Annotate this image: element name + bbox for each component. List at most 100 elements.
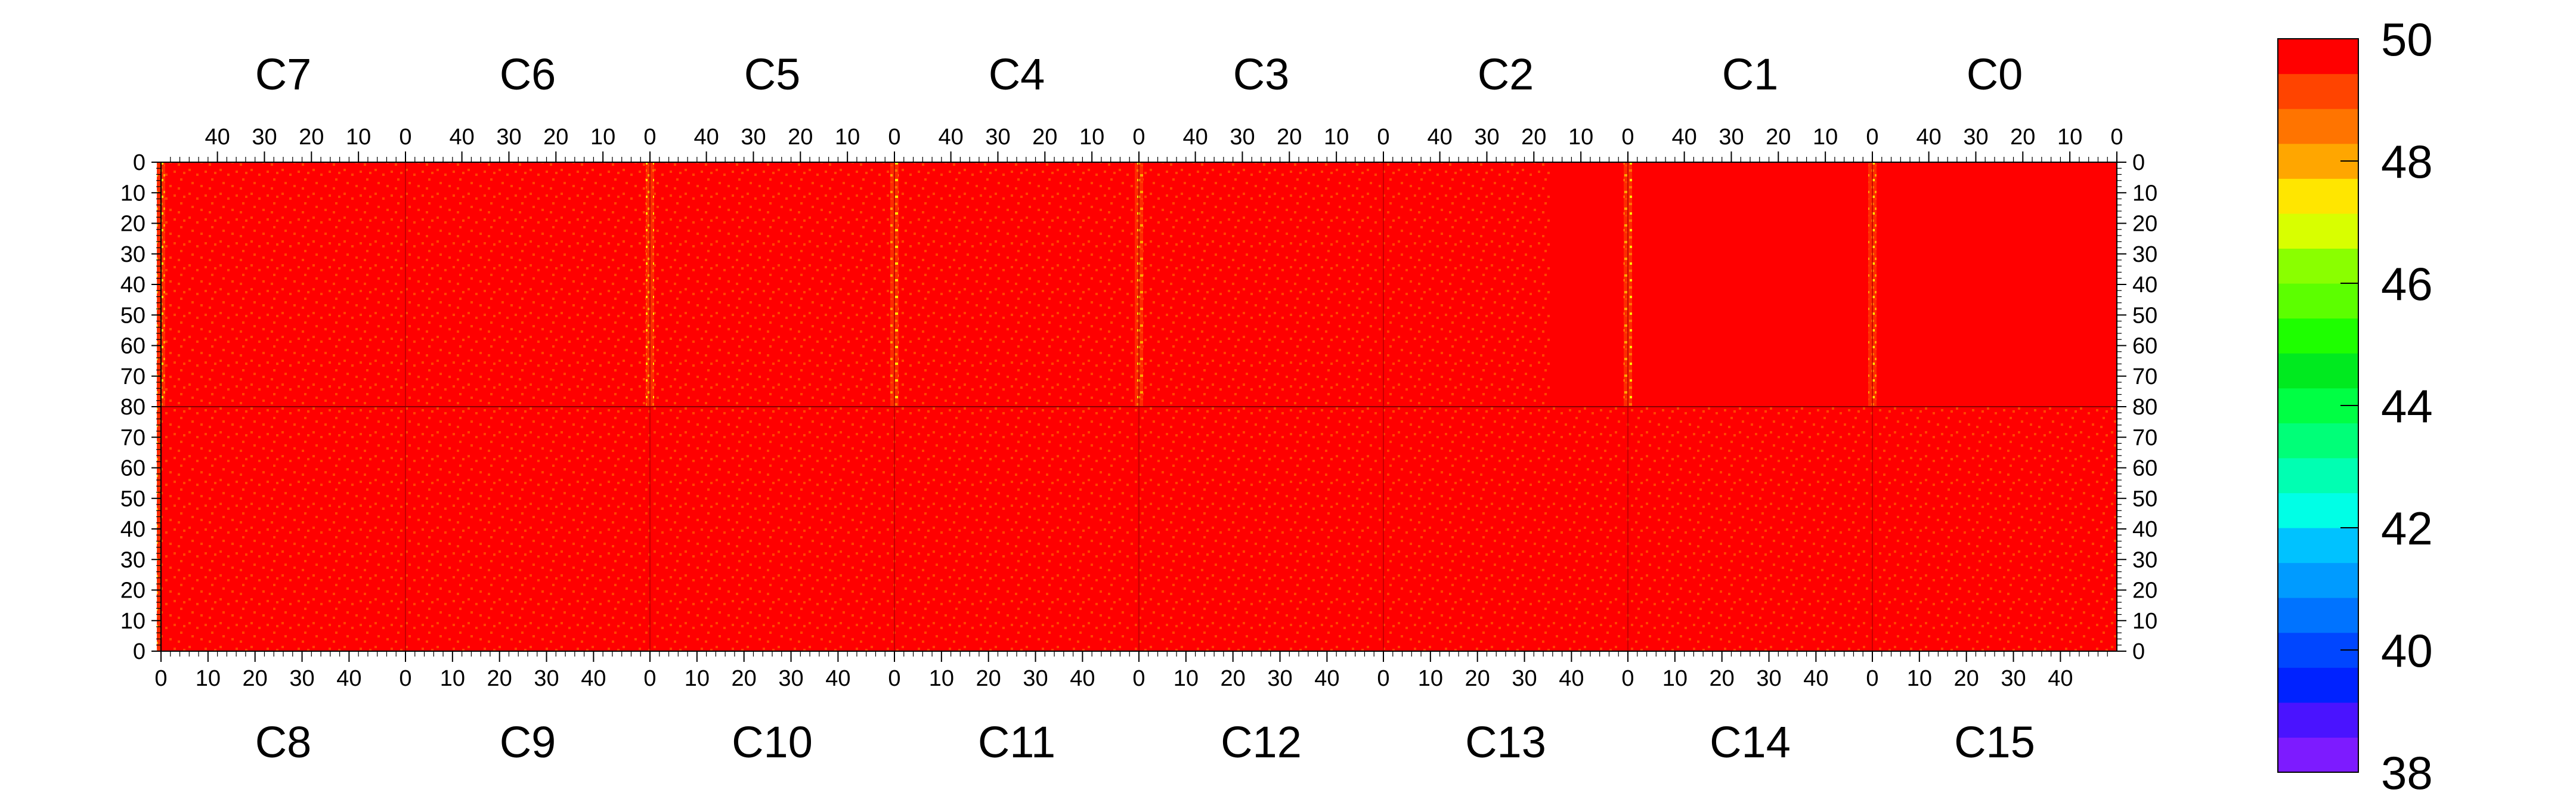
chip-label-C15: C15	[1954, 717, 2035, 767]
x-tick-label-top-5-0: 40	[1427, 125, 1452, 150]
x-tick-label-top-0-3: 10	[346, 125, 371, 150]
color-scale-segment-14	[2278, 248, 2358, 284]
y-tick-label-left-1: 10	[120, 181, 145, 206]
chip-label-C3: C3	[1233, 49, 1290, 99]
y-tick-label-right-0: 0	[2132, 150, 2145, 175]
y-tick-label-left-3: 30	[120, 242, 145, 267]
x-tick-label-bottom-2-1: 10	[685, 666, 710, 691]
chip-label-C2: C2	[1478, 49, 1534, 99]
x-tick-label-top-2-3: 10	[835, 125, 860, 150]
x-tick-label-top-3-1: 30	[985, 125, 1010, 150]
y-tick-label-right-10: 60	[2132, 456, 2157, 481]
x-tick-label-top-4-3: 10	[1324, 125, 1349, 150]
x-tick-label-top-5-3: 10	[1568, 125, 1593, 150]
chip-label-C13: C13	[1465, 717, 1546, 767]
x-tick-label-bottom-2-4: 40	[825, 666, 850, 691]
x-tick-label-bottom-5-2: 20	[1465, 666, 1490, 691]
panel-noise-C7	[161, 162, 405, 407]
color-scale-bar: 50 48 46 44 42 40 38	[2277, 13, 2433, 799]
x-tick-label-bottom-4-0: 0	[1132, 666, 1145, 691]
chip-label-C1: C1	[1722, 49, 1779, 99]
x-tick-label-top-5-1: 30	[1474, 125, 1499, 150]
x-tick-label-bottom-7-0: 0	[1866, 666, 1878, 691]
x-tick-label-bottom-0-2: 20	[243, 666, 268, 691]
x-tick-label-top-4-2: 20	[1277, 125, 1302, 150]
x-tick-label-top-1-2: 20	[543, 125, 568, 150]
x-tick-label-top-7-3: 10	[2057, 125, 2082, 150]
x-tick-label-bottom-0-0: 0	[154, 666, 167, 691]
x-tick-label-bottom-0-4: 40	[336, 666, 361, 691]
y-tick-label-right-6: 60	[2132, 334, 2157, 359]
x-tick-label-top-3-4: 0	[1132, 125, 1145, 150]
chip-label-C14: C14	[1710, 717, 1791, 767]
y-tick-label-left-9: 70	[120, 425, 145, 450]
y-tick-label-right-8: 80	[2132, 395, 2157, 420]
y-tick-label-right-14: 20	[2132, 578, 2157, 603]
chip-label-C6: C6	[500, 49, 556, 99]
bottom-row-panels	[161, 407, 2117, 651]
chip-label-C0: C0	[1967, 49, 2023, 99]
panel-noise-C10	[650, 407, 894, 651]
color-scale-segment-13	[2278, 283, 2358, 319]
x-tick-label-top-2-2: 20	[788, 125, 813, 150]
y-tick-label-left-0: 0	[133, 150, 145, 175]
color-scale-label-48: 48	[2381, 135, 2433, 188]
panel-noise-C13	[1383, 407, 1628, 651]
panel-noise-C3	[1139, 162, 1383, 407]
x-tick-label-top-0-2: 20	[299, 125, 324, 150]
panel-noise-C5	[650, 162, 894, 407]
x-tick-label-top-2-4: 0	[888, 125, 900, 150]
x-tick-label-bottom-3-2: 20	[976, 666, 1001, 691]
x-tick-label-bottom-5-0: 0	[1377, 666, 1389, 691]
x-tick-label-bottom-4-4: 40	[1314, 666, 1339, 691]
x-tick-label-bottom-0-1: 10	[196, 666, 221, 691]
x-tick-label-top-0-0: 40	[205, 125, 230, 150]
panel-noise-C11	[894, 407, 1139, 651]
color-scale-segment-5	[2278, 562, 2358, 598]
x-tick-label-bottom-6-2: 20	[1710, 666, 1735, 691]
y-tick-label-right-4: 40	[2132, 273, 2157, 298]
color-scale-segment-9	[2278, 423, 2358, 459]
color-scale-segment-15	[2278, 213, 2358, 249]
x-tick-label-top-3-0: 40	[938, 125, 963, 150]
y-tick-label-right-15: 10	[2132, 609, 2157, 634]
y-tick-label-left-16: 0	[133, 639, 145, 664]
y-tick-label-left-7: 70	[120, 364, 145, 389]
x-tick-label-top-6-1: 30	[1719, 125, 1744, 150]
x-tick-label-top-5-2: 20	[1521, 125, 1546, 150]
x-tick-label-top-2-1: 30	[741, 125, 766, 150]
x-tick-label-bottom-7-4: 40	[2048, 666, 2073, 691]
x-tick-label-bottom-7-3: 30	[2001, 666, 2026, 691]
panel-noise-C15	[1872, 407, 2117, 651]
x-tick-label-bottom-3-1: 10	[929, 666, 954, 691]
x-tick-label-bottom-3-3: 30	[1023, 666, 1048, 691]
color-scale-label-44: 44	[2381, 380, 2433, 432]
x-tick-label-bottom-4-1: 10	[1174, 666, 1199, 691]
chip-label-C11: C11	[978, 717, 1055, 767]
color-scale-segment-11	[2278, 353, 2358, 389]
color-scale-label-40: 40	[2381, 624, 2433, 677]
y-tick-label-right-16: 0	[2132, 639, 2145, 664]
x-tick-label-top-7-4: 0	[2110, 125, 2123, 150]
panel-noise-C6	[405, 162, 650, 407]
x-tick-label-top-1-0: 40	[449, 125, 474, 150]
x-tick-label-bottom-0-3: 30	[289, 666, 314, 691]
y-tick-label-right-12: 40	[2132, 517, 2157, 542]
x-tick-label-top-6-2: 20	[1766, 125, 1791, 150]
chip-label-C8: C8	[255, 717, 312, 767]
chip-label-C9: C9	[500, 717, 556, 767]
panel-noise-C12	[1139, 407, 1383, 651]
color-scale-label-50: 50	[2381, 13, 2433, 66]
x-tick-label-bottom-5-1: 10	[1418, 666, 1443, 691]
chip-label-C12: C12	[1221, 717, 1302, 767]
color-scale-segment-1	[2278, 702, 2358, 738]
color-scale-segment-20	[2278, 39, 2358, 75]
x-tick-label-bottom-6-4: 40	[1803, 666, 1828, 691]
x-tick-label-bottom-6-1: 10	[1662, 666, 1688, 691]
y-tick-label-left-10: 60	[120, 456, 145, 481]
color-scale-label-38: 38	[2381, 747, 2433, 799]
chip-labels: C7 C6 C5 C4 C3 C2 C1 C0 C8 C9 C10 C11 C12 C13 C14 C15	[255, 49, 2035, 767]
color-scale-label-46: 46	[2381, 258, 2433, 310]
